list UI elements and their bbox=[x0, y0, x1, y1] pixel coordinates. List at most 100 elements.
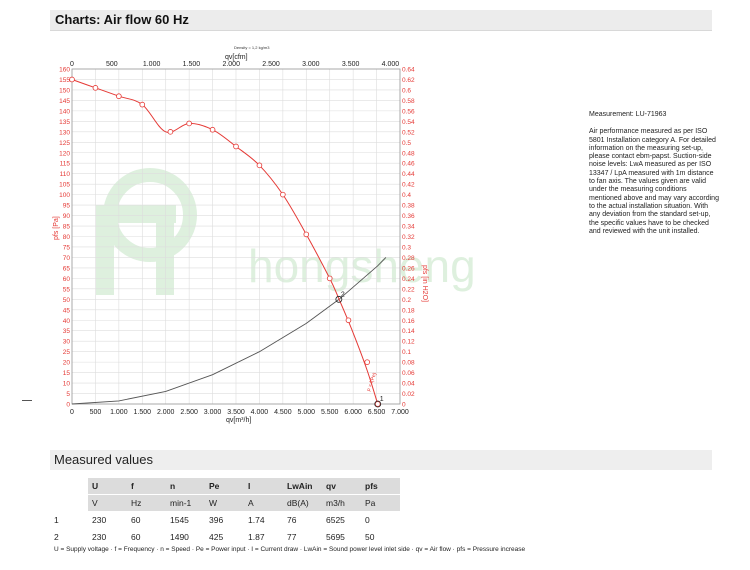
y-tick-label: 140 bbox=[59, 108, 70, 115]
table-cell: 396 bbox=[205, 511, 244, 529]
table-header-cell: n bbox=[166, 478, 205, 495]
y-tick-label: 85 bbox=[63, 224, 71, 231]
y-right-tick-label: 0.02 bbox=[402, 391, 415, 398]
table-cell: 2 bbox=[50, 528, 88, 546]
bottom-x-axis-label: qv[m³/h] bbox=[226, 417, 251, 424]
y-right-tick-label: 0.32 bbox=[402, 234, 415, 241]
y-right-tick-label: 0.06 bbox=[402, 370, 415, 377]
x-top-tick-label: 4.000 bbox=[382, 61, 400, 68]
y-right-tick-label: 0.14 bbox=[402, 328, 415, 335]
x-tick-label: 1.500 bbox=[134, 409, 152, 416]
chart-curves: 12p = f(Pe) bbox=[69, 76, 387, 408]
y-tick-label: 60 bbox=[63, 276, 71, 283]
x-tick-label: 4.000 bbox=[251, 409, 269, 416]
y-tick-label: 145 bbox=[59, 98, 70, 105]
y-right-tick-label: 0.1 bbox=[402, 349, 411, 356]
table-row: 1 230 60 1545 396 1.74 76 6525 0 bbox=[50, 511, 400, 529]
y-tick-label: 115 bbox=[60, 161, 71, 168]
chart-ticks: 0 50 0 1.000 1.500 2.000 2.500 3.000 3.500 4.000 4… bbox=[59, 61, 415, 416]
y-right-tick-label: 0.4 bbox=[402, 192, 411, 199]
watermark: hongsheng bbox=[96, 168, 476, 295]
table-header-cell: U bbox=[88, 478, 127, 495]
fan-curve-marker bbox=[345, 317, 352, 324]
table-cell: 1.87 bbox=[244, 528, 283, 546]
y-right-tick-label: 0.16 bbox=[402, 318, 415, 325]
y-tick-label: 10 bbox=[63, 381, 71, 388]
x-top-tick-label: 3.500 bbox=[342, 61, 360, 68]
chart-axes bbox=[71, 68, 401, 405]
table-cell: 1490 bbox=[166, 528, 205, 546]
x-tick-label: 0 bbox=[70, 409, 74, 416]
y-tick-label: 20 bbox=[63, 360, 71, 367]
fan-curve-marker bbox=[209, 126, 216, 133]
fan-curve-marker bbox=[186, 120, 192, 127]
fan-curve-marker bbox=[233, 143, 239, 150]
y-right-tick-label: 0.18 bbox=[402, 307, 415, 314]
airflow-chart: hongsheng 0 50 0 1.000 1.500 2.000 2.500 3.000 3… bbox=[53, 45, 476, 424]
y-right-tick-label: 0.3 bbox=[402, 244, 411, 251]
table-unit-cell: Hz bbox=[127, 494, 166, 512]
y-right-tick-label: 0.54 bbox=[402, 119, 415, 126]
table-cell: 0 bbox=[361, 511, 400, 529]
table-cell: 230 bbox=[88, 511, 127, 529]
y-right-tick-label: 0.64 bbox=[402, 67, 415, 74]
y-right-tick-label: 0.24 bbox=[402, 276, 415, 283]
table-cell: 230 bbox=[88, 528, 127, 546]
y-tick-label: 155 bbox=[59, 77, 70, 84]
table-cell: 6525 bbox=[322, 511, 361, 529]
y-right-tick-label: 0.44 bbox=[402, 171, 415, 178]
top-x-axis-label: qv[cfm] bbox=[225, 54, 248, 61]
table-unit-cell: m3/h bbox=[322, 494, 361, 512]
fan-curve-line bbox=[71, 78, 379, 405]
chart-top-caption: Density = 1,2 kg/m3 bbox=[234, 45, 270, 50]
table-header-cell: pfs bbox=[361, 478, 400, 495]
x-top-tick-label: 2.000 bbox=[222, 61, 240, 68]
table-header-cell: Pe bbox=[205, 478, 244, 495]
table-cell: 1 bbox=[50, 511, 88, 529]
x-top-tick-label: 1.000 bbox=[143, 61, 161, 68]
table-unit-cell: min-1 bbox=[166, 494, 205, 512]
plot-frame bbox=[71, 68, 401, 405]
x-tick-label: 2.000 bbox=[157, 409, 175, 416]
left-y-axis-label: pfs [Pa] bbox=[53, 216, 60, 240]
x-top-tick-label: 0 bbox=[70, 61, 74, 68]
y-tick-label: 40 bbox=[63, 318, 71, 325]
y-tick-label: 30 bbox=[63, 339, 71, 346]
table-header-cell: LwAin bbox=[283, 478, 322, 495]
y-right-tick-label: 0.58 bbox=[402, 98, 415, 105]
y-tick-label: 70 bbox=[63, 255, 71, 262]
y-tick-label: 50 bbox=[63, 297, 71, 304]
y-tick-label: 45 bbox=[63, 307, 71, 314]
y-right-tick-label: 0.28 bbox=[402, 255, 415, 262]
y-tick-label: 5 bbox=[66, 391, 70, 398]
fan-curve-marker bbox=[139, 101, 146, 108]
table-cell: 60 bbox=[127, 511, 166, 529]
y-tick-label: 80 bbox=[63, 234, 71, 241]
table-unit-cell: A bbox=[244, 494, 283, 512]
y-tick-label: 160 bbox=[59, 67, 70, 74]
fan-curve-marker bbox=[69, 76, 75, 83]
y-right-tick-label: 0.6 bbox=[402, 87, 411, 94]
operating-point-label: 2 bbox=[341, 291, 345, 298]
y-right-tick-label: 0.26 bbox=[402, 265, 415, 272]
x-tick-label: 6.000 bbox=[344, 409, 362, 416]
table-cell: 5695 bbox=[322, 528, 361, 546]
measurement-id: Measurement: LU-71963 bbox=[589, 111, 667, 118]
table-legend: U = Supply voltage · f = Frequency · n =… bbox=[54, 546, 526, 553]
y-right-tick-label: 0.04 bbox=[402, 381, 415, 388]
y-tick-label: 110 bbox=[60, 171, 71, 178]
table-unit-cell: dB(A) bbox=[283, 494, 322, 512]
y-right-tick-label: 0.22 bbox=[402, 286, 415, 293]
x-tick-label: 2.500 bbox=[180, 409, 198, 416]
y-tick-label: 125 bbox=[59, 140, 70, 147]
margin-dash bbox=[22, 400, 32, 401]
x-tick-label: 5.500 bbox=[321, 409, 339, 416]
y-right-tick-label: 0.36 bbox=[402, 213, 415, 220]
chart-section-bar: Charts: Air flow 60 Hz bbox=[50, 10, 712, 31]
y-tick-label: 135 bbox=[59, 119, 70, 126]
y-right-tick-label: 0.62 bbox=[402, 77, 415, 84]
x-tick-label: 3.000 bbox=[204, 409, 222, 416]
y-tick-label: 100 bbox=[59, 192, 70, 199]
table-header-cell: qv bbox=[322, 478, 361, 495]
y-right-tick-label: 0.08 bbox=[402, 360, 415, 367]
